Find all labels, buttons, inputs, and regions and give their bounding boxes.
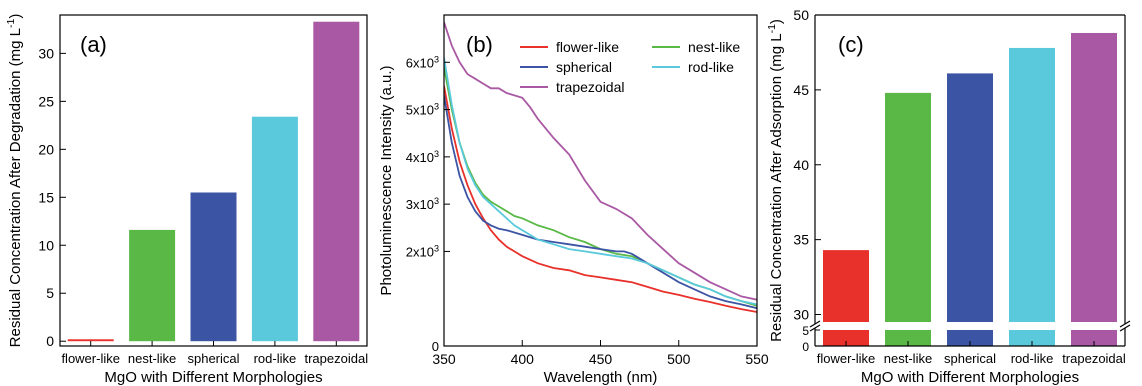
x-tick-label: spherical xyxy=(187,351,239,366)
y-tick-label: 25 xyxy=(38,93,54,109)
bar xyxy=(67,339,114,342)
label-superscript: 3 xyxy=(434,149,439,159)
bar xyxy=(1071,32,1117,322)
x-tick-label: trapezoidal xyxy=(1062,351,1126,366)
x-tick-label: flower-like xyxy=(61,351,120,366)
x-tick-label: rod-like xyxy=(1011,351,1054,366)
x-tick-label: spherical xyxy=(944,351,996,366)
x-tick-label: trapezoidal xyxy=(304,351,368,366)
bar xyxy=(947,73,993,322)
panel-a-chart: flower-like nest-like spherical rod-like tra… xyxy=(5,14,368,386)
bar xyxy=(1009,47,1055,322)
y-tick-label: 2x103 xyxy=(406,243,439,259)
label-superscript: -1 xyxy=(766,24,778,33)
series-line xyxy=(444,85,757,313)
label-base: 6x10 xyxy=(406,55,434,70)
label-superscript: -1 xyxy=(5,19,17,28)
y-tick-label: 50 xyxy=(793,7,809,23)
bar xyxy=(885,92,931,322)
series-line xyxy=(444,21,757,301)
y-tick-label: 40 xyxy=(793,157,809,173)
label-base: 0 xyxy=(432,339,439,354)
label-base: Residual Concentration After Degradation… xyxy=(7,28,24,347)
axis-break-right-lower xyxy=(1119,324,1131,332)
bar-lower-segment xyxy=(947,330,993,346)
y-tick-label: 20 xyxy=(38,141,54,157)
label-superscript: 3 xyxy=(434,243,439,253)
axis-break-right-upper xyxy=(1119,320,1131,328)
y-tick-label: 35 xyxy=(793,232,809,248)
y-tick-label: 3x103 xyxy=(406,196,439,212)
bar xyxy=(129,229,176,342)
y-axis-label: Residual Concentration After Degradation… xyxy=(5,14,24,348)
bar xyxy=(251,116,298,342)
label-base: 3x10 xyxy=(406,197,434,212)
bar-lower-segment xyxy=(885,330,931,346)
x-tick-label: 450 xyxy=(589,351,613,367)
series-line xyxy=(444,66,757,307)
legend-label: flower-like xyxy=(556,39,619,55)
y-axis-label: Residual Concentration After Adsorption … xyxy=(766,19,785,342)
label-superscript: 3 xyxy=(434,54,439,64)
panel-label: (b) xyxy=(466,32,493,57)
y-tick-label: 4x103 xyxy=(406,149,439,165)
label-close: ) xyxy=(7,14,24,19)
x-tick-label: 500 xyxy=(667,351,691,367)
y-tick-label: 0 xyxy=(432,339,439,354)
panel-b-chart: 350 400 450 500 55002x1033x1034x1035x1036x10… xyxy=(378,14,769,386)
bar-lower-segment xyxy=(823,330,869,346)
x-tick-label: flower-like xyxy=(817,351,876,366)
x-axis-label: MgO with Different Morphologies xyxy=(861,369,1079,386)
y-tick-label: 5 xyxy=(46,285,54,301)
y-tick-label: 45 xyxy=(793,82,809,98)
legend-label: spherical xyxy=(556,59,612,75)
bar xyxy=(823,250,869,322)
label-superscript: 3 xyxy=(434,196,439,206)
y-tick-label: 30 xyxy=(38,45,54,61)
bar xyxy=(313,21,360,342)
bar-lower-segment xyxy=(1009,330,1055,346)
panel-c-chart: flower-like nest-like spherical rod-like tra… xyxy=(766,7,1131,386)
axis-break-left-upper xyxy=(809,320,821,328)
y-tick-label: 15 xyxy=(38,189,54,205)
axis-break-left-lower xyxy=(809,324,821,332)
label-base: 5x10 xyxy=(406,103,434,118)
panel-label: (c) xyxy=(838,32,864,57)
y-tick-label: 0 xyxy=(802,340,809,354)
label-superscript: 3 xyxy=(434,102,439,112)
y-tick-label: 30 xyxy=(793,307,809,323)
legend-label: trapezoidal xyxy=(556,79,625,95)
label-base: 2x10 xyxy=(406,244,434,259)
bar xyxy=(190,192,237,342)
x-tick-label: 350 xyxy=(432,351,456,367)
x-axis-label: Wavelength (nm) xyxy=(544,369,658,386)
x-tick-label: 550 xyxy=(745,351,769,367)
y-tick-label: 6x103 xyxy=(406,54,439,70)
y-tick-label: 10 xyxy=(38,237,54,253)
label-base: 4x10 xyxy=(406,150,434,165)
y-tick-label: 5 xyxy=(802,324,809,338)
x-tick-label: rod-like xyxy=(254,351,297,366)
x-tick-label: 400 xyxy=(511,351,535,367)
label-close: ) xyxy=(768,19,785,24)
x-axis-label: MgO with Different Morphologies xyxy=(104,369,322,386)
legend-label: rod-like xyxy=(688,59,734,75)
y-tick-label: 5x103 xyxy=(406,102,439,118)
x-tick-label: nest-like xyxy=(128,351,176,366)
x-tick-label: nest-like xyxy=(884,351,932,366)
label-base: Residual Concentration After Adsorption … xyxy=(768,33,785,342)
bar-lower-segment xyxy=(1071,330,1117,346)
panel-label: (a) xyxy=(80,32,107,57)
plot-frame xyxy=(59,14,368,347)
series-line xyxy=(444,57,757,306)
y-tick-label: 0 xyxy=(46,333,54,349)
y-axis-label: Photoluminescence Intensity (a.u.) xyxy=(378,65,395,295)
series-line xyxy=(444,95,757,310)
legend-label: nest-like xyxy=(688,39,740,55)
